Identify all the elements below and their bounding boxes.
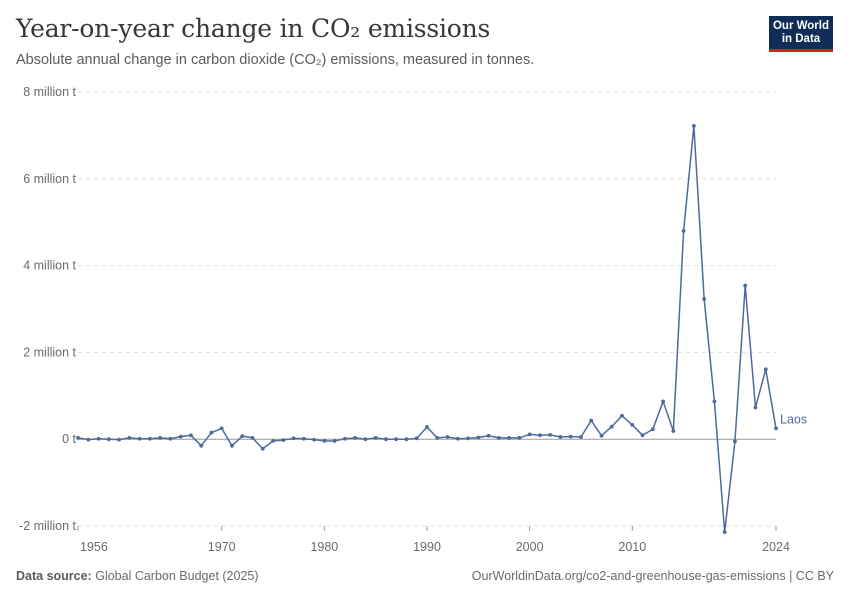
data-point[interactable] — [702, 297, 707, 301]
data-point[interactable] — [332, 439, 337, 443]
data-point[interactable] — [117, 437, 121, 442]
data-point[interactable] — [455, 436, 460, 441]
data-point[interactable] — [435, 435, 440, 440]
data-point[interactable] — [753, 405, 758, 410]
data-point[interactable] — [189, 433, 193, 438]
data-point[interactable] — [496, 435, 501, 440]
chart-subtitle: Absolute annual change in carbon dioxide… — [16, 52, 535, 68]
y-axis-ticks: 8 million t 6 million t 4 million t 2 milli… — [19, 85, 76, 533]
data-point[interactable] — [86, 437, 91, 442]
data-point[interactable] — [373, 435, 378, 440]
data-point[interactable] — [579, 435, 583, 439]
y-tick-label: 8 million t — [23, 85, 76, 99]
series-label: Laos — [780, 412, 807, 426]
x-tick-label: 2010 — [618, 540, 646, 554]
data-point[interactable] — [342, 436, 347, 441]
logo-line-2: in Data — [781, 33, 821, 45]
data-point[interactable] — [671, 429, 676, 433]
data-point[interactable] — [106, 437, 111, 442]
data-point[interactable] — [558, 435, 563, 439]
data-point[interactable] — [712, 399, 717, 404]
data-source-value[interactable]: Global Carbon Budget (2025) — [95, 569, 259, 583]
data-point[interactable] — [168, 436, 173, 441]
x-tick-label: 1970 — [208, 540, 236, 554]
data-point[interactable] — [384, 437, 388, 442]
data-point[interactable] — [507, 435, 512, 440]
y-tick-label: -2 million t — [19, 519, 76, 533]
data-source: Data source: Global Carbon Budget (2025) — [16, 569, 259, 583]
data-point[interactable] — [363, 437, 368, 442]
data-point[interactable] — [209, 430, 214, 435]
x-tick-label: 1956 — [80, 540, 108, 554]
data-point[interactable] — [733, 439, 737, 444]
data-point[interactable] — [630, 422, 635, 427]
y-tick-label: 2 million t — [23, 345, 76, 359]
data-point[interactable] — [466, 436, 470, 441]
data-point[interactable] — [681, 228, 686, 233]
data-point[interactable] — [312, 437, 316, 442]
data-point[interactable] — [353, 435, 358, 440]
data-point[interactable] — [527, 432, 532, 437]
x-tick-label: 1990 — [413, 540, 441, 554]
data-point[interactable] — [127, 435, 132, 440]
y-tick-label: 0 t — [62, 432, 76, 446]
data-point[interactable] — [599, 433, 604, 438]
x-axis-ticks: 1956 1970 1980 1990 2000 2010 2024 — [77, 526, 790, 554]
data-point[interactable] — [394, 437, 399, 442]
data-source-label: Data source: — [16, 569, 92, 583]
data-point[interactable] — [260, 446, 265, 451]
data-point[interactable] — [538, 433, 542, 438]
data-point[interactable] — [199, 443, 204, 448]
data-point[interactable] — [743, 283, 748, 288]
data-point[interactable] — [620, 413, 624, 418]
data-point[interactable] — [548, 432, 553, 437]
series-layer: Laos — [76, 123, 807, 534]
data-point[interactable] — [517, 435, 522, 440]
data-point[interactable] — [147, 436, 152, 441]
chart-title: Year-on-year change in CO₂ emissions — [16, 14, 491, 43]
series-line-laos — [77, 125, 777, 533]
data-point[interactable] — [722, 530, 727, 534]
data-point[interactable] — [609, 424, 614, 429]
data-point[interactable] — [271, 439, 275, 443]
data-point[interactable] — [476, 435, 481, 440]
data-point[interactable] — [291, 436, 296, 441]
data-point[interactable] — [414, 436, 419, 441]
data-point[interactable] — [281, 438, 286, 442]
data-point[interactable] — [650, 427, 655, 432]
data-point[interactable] — [425, 425, 429, 429]
y-tick-label: 4 million t — [23, 259, 76, 273]
data-point[interactable] — [691, 123, 696, 128]
data-point[interactable] — [76, 435, 80, 440]
x-tick-label: 2024 — [762, 540, 790, 554]
data-point[interactable] — [96, 436, 101, 441]
data-point[interactable] — [640, 433, 645, 438]
logo-line-1: Our World — [772, 20, 829, 32]
data-point[interactable] — [301, 436, 306, 441]
data-point[interactable] — [568, 434, 573, 439]
data-point[interactable] — [445, 435, 450, 439]
x-tick-label: 2000 — [516, 540, 544, 554]
data-point[interactable] — [219, 426, 224, 431]
owid-logo[interactable]: Our World in Data — [769, 16, 833, 52]
data-point[interactable] — [322, 439, 327, 443]
data-point[interactable] — [240, 434, 245, 439]
data-point[interactable] — [404, 437, 409, 442]
data-point[interactable] — [250, 435, 255, 440]
data-point[interactable] — [178, 434, 183, 439]
x-tick-label: 1980 — [310, 540, 338, 554]
data-point[interactable] — [589, 418, 594, 423]
data-point[interactable] — [137, 436, 142, 441]
y-tick-label: 6 million t — [23, 172, 76, 186]
data-point[interactable] — [230, 443, 234, 448]
data-point[interactable] — [158, 435, 163, 440]
source-link[interactable]: OurWorldinData.org/co2-and-greenhouse-ga… — [471, 569, 834, 583]
data-point[interactable] — [661, 399, 665, 404]
data-point[interactable] — [774, 426, 778, 431]
data-point[interactable] — [763, 367, 768, 372]
data-point[interactable] — [486, 433, 491, 438]
grid-lines — [78, 91, 776, 527]
